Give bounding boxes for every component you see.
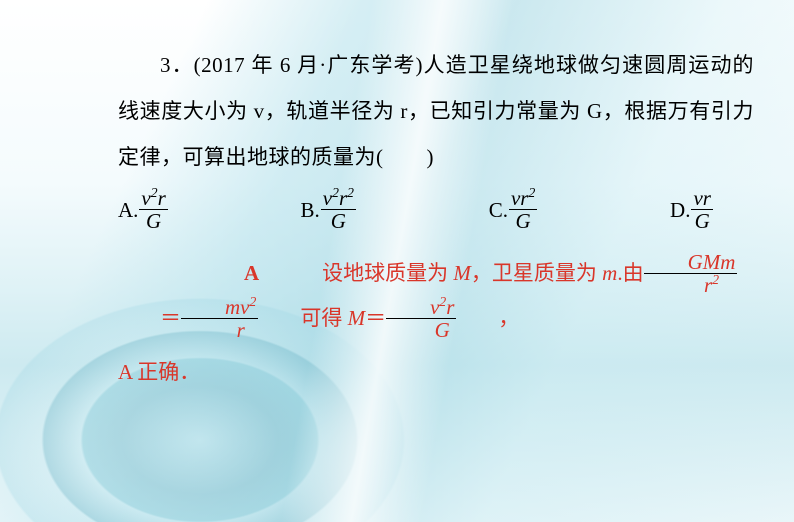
eq-right-fraction: mv2 r: [181, 296, 258, 341]
option-b-fraction: v2r2 G: [321, 187, 356, 232]
option-d-fraction: vr G: [691, 187, 713, 232]
answer-key: A: [244, 261, 259, 285]
option-c-fraction: vr2 G: [509, 187, 537, 232]
option-c: C. vr2 G: [489, 187, 538, 233]
answer-line-1: A 设地球质量为 M，卫星质量为 m.由 GMm r2 ＝ mv2 r 可得 M…: [118, 251, 754, 341]
question-stem: 3．(2017 年 6 月·广东学考)人造卫星绕地球做匀速圆周运动的线速度大小为…: [118, 42, 754, 181]
eq-equals-1: ＝: [118, 303, 181, 335]
option-a-fraction: v2r G: [139, 187, 167, 232]
answer-tail-punct: ，: [456, 303, 519, 335]
slide-content: 3．(2017 年 6 月·广东学考)人造卫星绕地球做匀速圆周运动的线速度大小为…: [0, 0, 794, 395]
answer-lead: 设地球质量为 M，卫星质量为 m.由: [280, 258, 643, 290]
option-c-label: C.: [489, 187, 508, 233]
answer-line-2: A 正确．: [118, 349, 754, 395]
question-source: (2017 年 6 月·广东学考): [194, 53, 423, 77]
option-a-label: A.: [118, 187, 138, 233]
eq-left-fraction: GMm r2: [644, 251, 738, 296]
options-row: A. v2r G B. v2r2 G C. vr2 G D. vr G: [118, 187, 713, 233]
option-d: D. vr G: [670, 187, 713, 233]
option-a: A. v2r G: [118, 187, 168, 233]
option-b: B. v2r2 G: [301, 187, 356, 233]
question-number: 3: [160, 53, 171, 77]
option-d-label: D.: [670, 187, 690, 233]
option-b-label: B.: [301, 187, 320, 233]
answer-mid: 可得 M＝: [258, 303, 386, 335]
result-fraction: v2r G: [386, 296, 456, 341]
